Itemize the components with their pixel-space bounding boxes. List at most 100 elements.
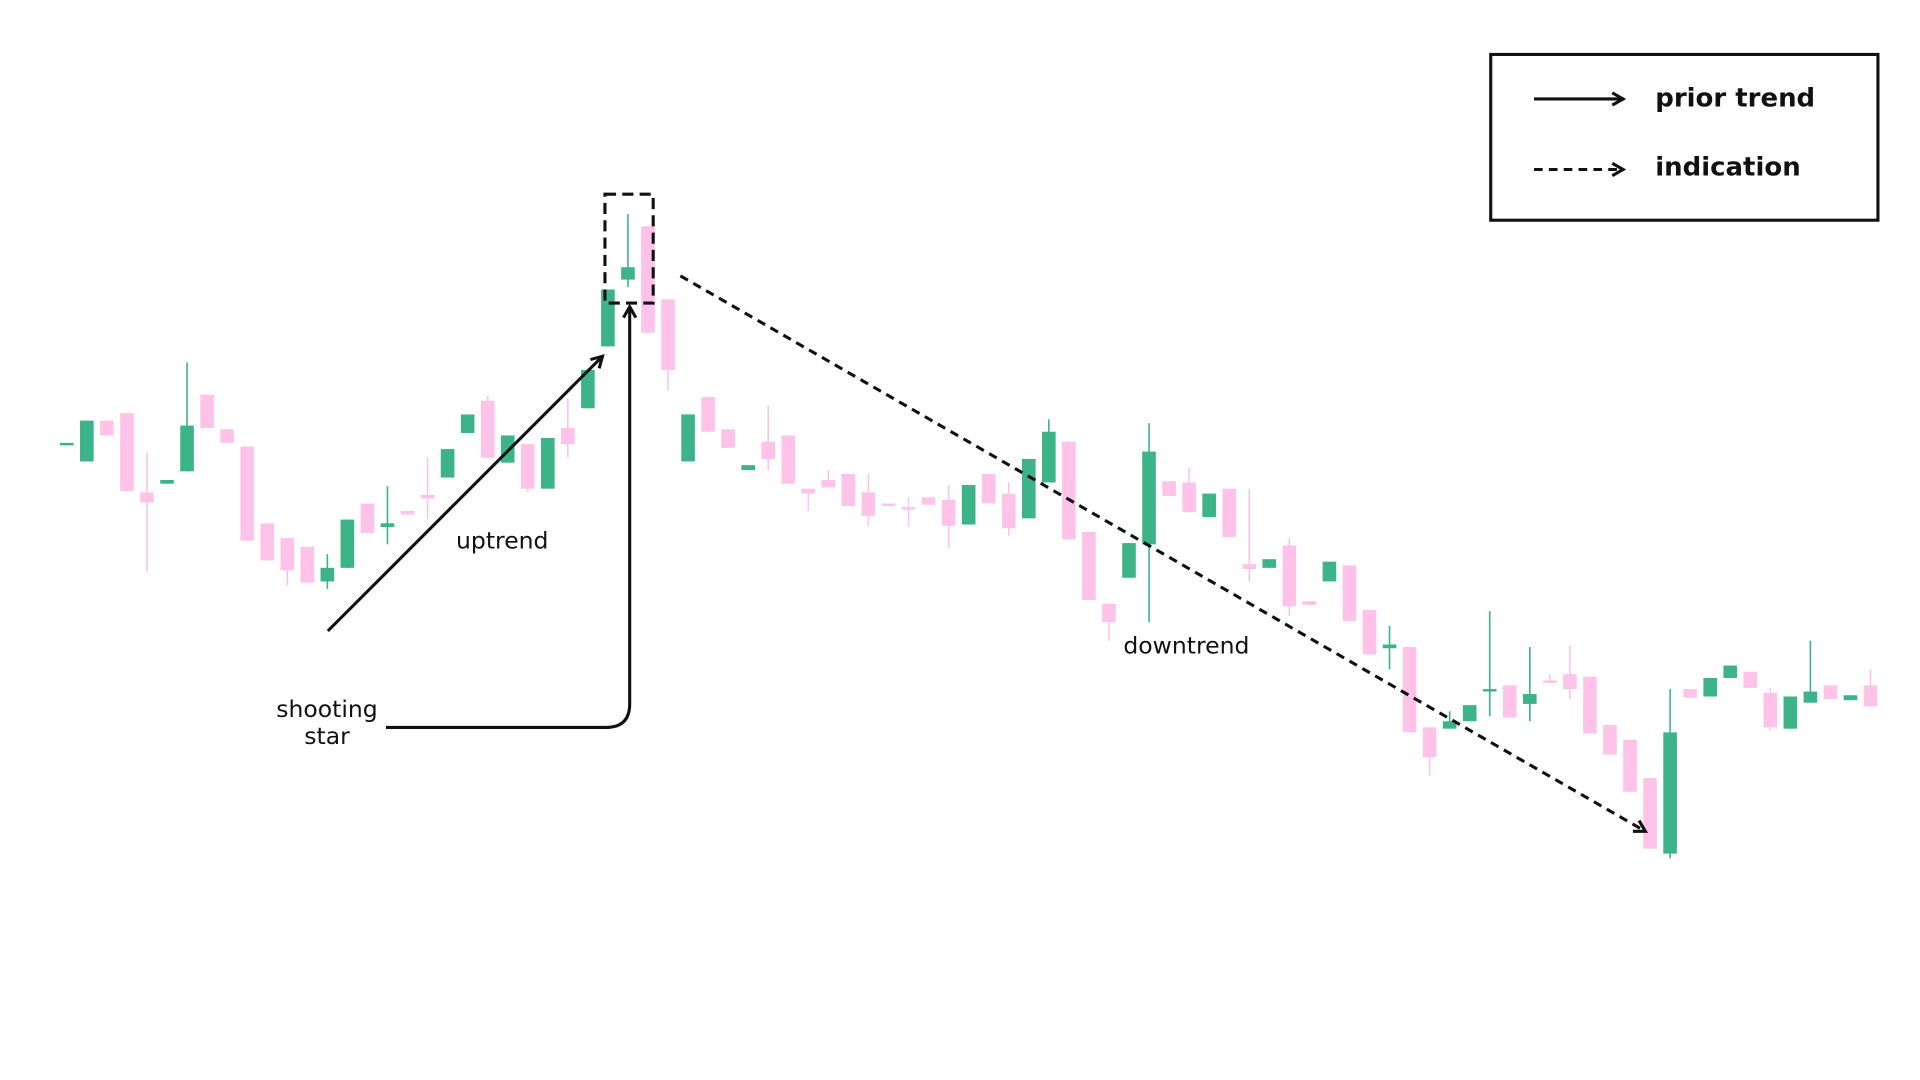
legend-label: indication	[1655, 153, 1800, 183]
candle-body	[1082, 531, 1096, 600]
candle-body	[1062, 441, 1076, 540]
candle-body	[1763, 692, 1778, 728]
candle-body	[1342, 565, 1357, 622]
candle-body	[280, 538, 295, 571]
candle-body	[260, 523, 275, 561]
candle-body	[861, 492, 876, 516]
candle-body	[1282, 545, 1297, 607]
candle-body	[661, 299, 675, 370]
candle-body	[180, 425, 194, 472]
legend: prior trend indication	[1489, 52, 1880, 222]
candle-body	[220, 429, 234, 443]
candle-body	[120, 413, 134, 492]
candle-body	[200, 394, 214, 429]
candle-body	[160, 480, 174, 484]
candle-body	[540, 437, 555, 489]
annotation: shooting star	[276, 695, 378, 750]
candle-body	[1222, 488, 1236, 537]
candle-body	[100, 420, 114, 436]
pattern-box	[603, 192, 655, 305]
candle-body	[300, 546, 315, 583]
candle-body	[721, 429, 735, 448]
candle-body	[1743, 671, 1758, 688]
annotation: downtrend	[1123, 632, 1249, 660]
candle-body	[981, 473, 996, 504]
candle-body	[961, 484, 976, 525]
candle-body	[921, 497, 936, 505]
annotation: uptrend	[456, 526, 548, 554]
candle-body	[781, 435, 796, 484]
candle-body	[1402, 647, 1417, 733]
candle-body	[1322, 561, 1337, 582]
candle-body	[1262, 559, 1277, 568]
candle-body	[480, 400, 495, 458]
candle-body	[581, 369, 595, 409]
legend-box	[1489, 52, 1880, 222]
candle-body	[1663, 732, 1677, 854]
candle-body	[1242, 564, 1257, 570]
candle-body	[1142, 451, 1156, 545]
candle-body	[821, 480, 836, 488]
candle-body	[761, 441, 776, 459]
candle-body	[701, 397, 715, 432]
uptrend-arrow	[326, 354, 605, 633]
candle-body	[901, 507, 916, 510]
indication-arrow	[679, 274, 1649, 833]
candle-body	[1021, 458, 1036, 519]
candle-body	[1523, 694, 1537, 704]
candle-body	[621, 267, 635, 280]
candle-body	[60, 442, 74, 446]
candle-body	[1603, 724, 1617, 755]
candle-body	[1803, 691, 1818, 703]
candle-body	[1382, 644, 1397, 649]
candle-body	[340, 519, 355, 568]
candle-body	[1122, 543, 1136, 578]
candle-body	[1162, 481, 1176, 497]
candle-body	[1362, 609, 1377, 655]
candle-body	[841, 473, 856, 506]
candle-body	[240, 446, 254, 541]
candle-body	[1623, 739, 1637, 792]
candle-body	[320, 567, 335, 582]
candle-body	[400, 510, 415, 515]
candle-body	[1683, 689, 1697, 698]
candle-body	[681, 414, 695, 462]
candle-body	[1482, 689, 1497, 692]
candle-body	[1823, 685, 1838, 699]
candle-body	[941, 499, 956, 526]
candle-body	[1783, 696, 1798, 729]
candle-body	[641, 226, 655, 333]
candle-body	[1723, 665, 1738, 678]
legend-label: prior trend	[1655, 83, 1815, 113]
candle-body	[1843, 695, 1858, 701]
candle-body	[420, 494, 435, 499]
candle-body	[440, 449, 455, 478]
candle-body	[1643, 778, 1657, 849]
candle-body	[520, 444, 535, 489]
candle-body	[380, 523, 395, 528]
candle-body	[1502, 685, 1517, 718]
candle-body	[460, 414, 475, 433]
candle-body	[360, 503, 375, 534]
candle-body	[1182, 482, 1196, 513]
candle-body	[80, 420, 94, 462]
candle-body	[1302, 601, 1317, 605]
candle-body	[1001, 493, 1016, 529]
candle-body	[1583, 676, 1597, 734]
candle-body	[1563, 674, 1577, 690]
candle-body	[1422, 727, 1437, 758]
candle-body	[140, 492, 154, 503]
candle-body	[1442, 721, 1457, 729]
candle-body	[601, 289, 615, 347]
candle-body	[741, 465, 756, 471]
candle-body	[1102, 603, 1116, 623]
candle-body	[1863, 685, 1878, 707]
pattern-pointer	[385, 303, 638, 729]
candle-body	[801, 488, 816, 494]
candle-body	[1543, 680, 1557, 683]
candle-body	[1042, 431, 1056, 483]
candle-body	[881, 503, 896, 506]
candle-body	[1462, 705, 1477, 722]
